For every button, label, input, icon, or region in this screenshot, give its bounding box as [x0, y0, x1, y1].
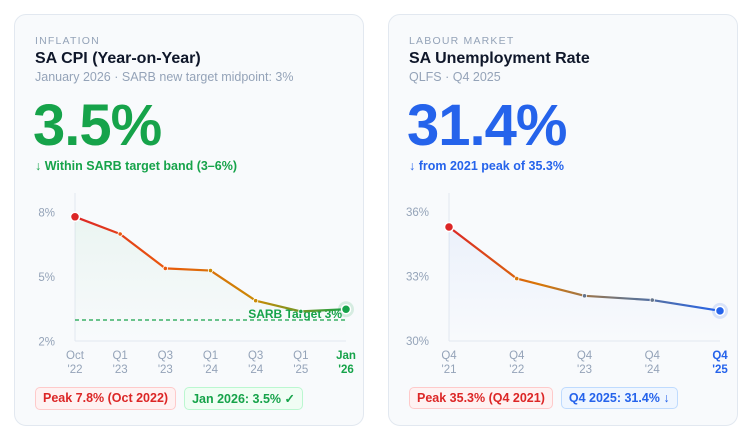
data-point — [298, 308, 304, 315]
data-point — [714, 305, 726, 317]
latest-badge: Jan 2026: 3.5% ✓ — [184, 387, 303, 410]
x-tick-label: '21 — [442, 364, 457, 376]
y-tick-label: 2% — [38, 337, 55, 349]
y-tick-label: 36% — [406, 207, 429, 219]
card-eyebrow: LABOUR MARKET — [409, 35, 515, 47]
x-tick-label: Q4 — [712, 350, 728, 362]
x-tick-label: Q4 — [577, 350, 593, 362]
y-tick-label: 8% — [38, 208, 55, 220]
data-point — [649, 297, 655, 303]
x-tick-label: Q1 — [112, 350, 127, 362]
x-tick-label: '24 — [645, 364, 661, 376]
x-tick-label: Q3 — [158, 350, 173, 362]
data-point — [340, 304, 352, 315]
delta-text: ↓ from 2021 peak of 35.3% — [409, 159, 564, 173]
x-tick-label: '25 — [712, 364, 728, 376]
x-tick-label: '24 — [248, 364, 264, 376]
data-point — [514, 276, 520, 282]
headline-value: 3.5% — [33, 93, 162, 158]
x-tick-label: '24 — [203, 364, 219, 376]
x-tick-label: '23 — [577, 364, 592, 376]
peak-badge: Peak 35.3% (Q4 2021) — [409, 387, 553, 409]
data-point — [443, 221, 455, 233]
cpi-chart: 8%5%2%SARB Target 3%Oct'22Q1'23Q3'23Q1'2… — [38, 193, 356, 376]
headline-value: 31.4% — [407, 93, 567, 158]
unemployment-chart: 36% 33% 30% Q4 '21 Q4 '22 Q4 '23 Q4 '24 Q4 '25 — [406, 193, 728, 376]
data-point — [207, 267, 214, 274]
x-tick-label: Q4 — [645, 350, 661, 362]
x-tick-label: Q4 — [509, 350, 525, 362]
delta-text: ↓ Within SARB target band (3–6%) — [35, 159, 237, 173]
data-point — [162, 265, 168, 272]
x-tick-label: Q1 — [203, 350, 218, 362]
card-subtitle: QLFS · Q4 2025 — [409, 70, 501, 84]
x-tick-label: '23 — [113, 364, 128, 376]
y-tick-label: 5% — [38, 272, 55, 284]
card-subtitle: January 2026 · SARB new target midpoint:… — [35, 70, 294, 84]
x-tick-label: Q3 — [248, 350, 263, 362]
y-tick-label: 30% — [406, 336, 429, 348]
x-tick-label: Q4 — [441, 350, 457, 362]
x-tick-label: Jan — [336, 350, 356, 362]
x-tick-label: '26 — [338, 364, 354, 376]
y-tick-label: 33% — [406, 271, 429, 283]
area-fill — [75, 216, 346, 341]
x-tick-label: Q1 — [293, 350, 308, 362]
x-tick-label: '22 — [509, 364, 524, 376]
x-tick-label: '22 — [68, 364, 83, 376]
unemployment-card: LABOUR MARKET SA Unemployment Rate QLFS … — [388, 14, 738, 426]
data-point — [253, 298, 259, 304]
data-point — [581, 293, 588, 299]
area-fill — [449, 227, 720, 341]
x-tick-label: '23 — [158, 364, 173, 376]
x-tick-label: '25 — [293, 364, 308, 376]
card-eyebrow: INFLATION — [35, 35, 100, 47]
peak-badge: Peak 7.8% (Oct 2022) — [35, 387, 177, 410]
cpi-card: INFLATION SA CPI (Year-on-Year) January … — [14, 14, 364, 426]
card-title: SA Unemployment Rate — [409, 50, 590, 67]
card-title: SA CPI (Year-on-Year) — [35, 50, 201, 67]
x-tick-label: Oct — [66, 350, 85, 362]
data-point — [117, 231, 123, 237]
latest-badge: Q4 2025: 31.4% ↓ — [560, 387, 678, 409]
data-point — [69, 211, 81, 223]
